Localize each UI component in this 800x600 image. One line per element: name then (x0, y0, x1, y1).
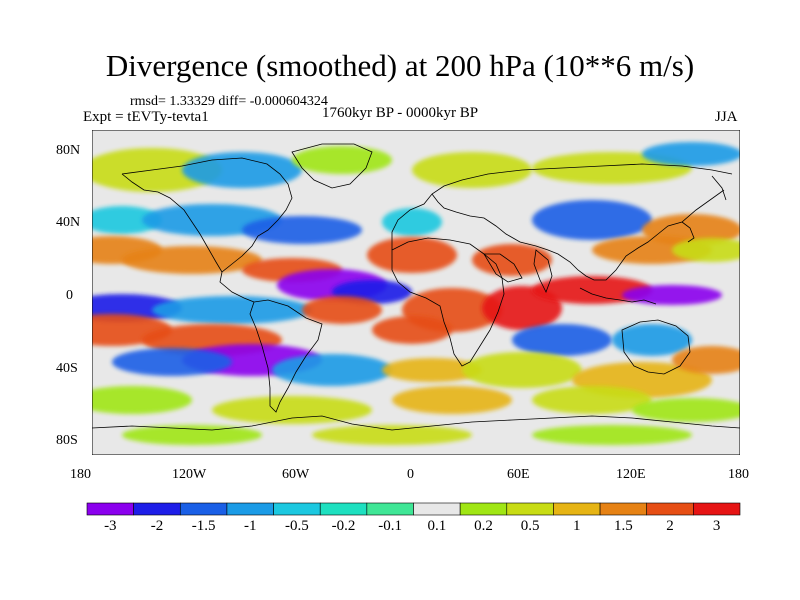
colorbar-label: 0.5 (520, 518, 540, 534)
field-patch (462, 352, 582, 388)
field-patch (212, 396, 372, 424)
plot-title: Divergence (smoothed) at 200 hPa (10**6 … (105, 48, 695, 83)
colorbar-swatch (226, 502, 274, 516)
colorbar-swatch (86, 502, 134, 516)
field-patch (382, 208, 442, 236)
season-label: JJA (715, 109, 738, 125)
field-patch (272, 354, 392, 386)
colorbar-label: -0.5 (285, 518, 309, 534)
colorbar-label: 0.2 (474, 518, 493, 534)
colorbar-label: -2 (150, 518, 164, 534)
field-patch (532, 425, 692, 445)
field-patch (532, 200, 652, 240)
x-tick-60e: 60E (507, 467, 530, 482)
colorbar-swatch (319, 502, 368, 516)
colorbar-swatch (693, 502, 741, 516)
x-tick-180e: 180 (728, 467, 749, 482)
colorbar-swatch (506, 502, 554, 516)
stats-line: rmsd= 1.33329 diff= -0.000604324 (130, 94, 328, 109)
field-patch (382, 358, 482, 382)
field-patch (612, 324, 692, 356)
y-tick-40s: 40S (56, 361, 78, 376)
field-patch (472, 244, 552, 276)
field-patch (367, 237, 457, 273)
field-patch (672, 238, 740, 262)
field-patch (302, 296, 382, 324)
colorbar-swatch (133, 502, 181, 516)
colorbar-swatch (366, 502, 414, 516)
x-tick-60w: 60W (282, 467, 310, 482)
period-label: 1760kyr BP - 0000kyr BP (322, 105, 479, 121)
y-tick-80s: 80S (56, 433, 78, 448)
field-patch (312, 425, 472, 445)
field-patch (412, 152, 532, 188)
colorbar-label: -0.2 (331, 518, 356, 534)
field-patch (372, 316, 452, 344)
colorbar-label: 2 (666, 518, 674, 534)
colorbar-label: 0.1 (427, 518, 447, 534)
coastlines (92, 143, 740, 431)
field-patch (532, 386, 652, 414)
colorbar-label: 3 (712, 518, 721, 534)
field-patch (182, 152, 302, 188)
y-tick-40n: 40N (56, 215, 81, 230)
y-tick-80n: 80N (56, 143, 81, 158)
colorbar-label: -3 (104, 518, 117, 534)
colorbar-label: -0.1 (378, 518, 403, 534)
field-patch (292, 146, 392, 174)
field-patch (392, 386, 512, 414)
field-patch (152, 296, 312, 324)
divergence-field (92, 142, 740, 445)
x-tick-0: 0 (407, 467, 414, 482)
x-tick-180w: 180 (70, 467, 91, 482)
field-patch (532, 276, 652, 304)
experiment-label: Expt = tEVTy-tevta1 (83, 109, 209, 125)
x-tick-120w: 120W (172, 467, 207, 482)
field-patch (642, 142, 740, 166)
colorbar-swatch (599, 502, 648, 516)
colorbar-swatch (179, 502, 228, 516)
colorbar-swatch (646, 502, 694, 516)
field-patch (92, 206, 162, 234)
colorbar-swatch (413, 502, 461, 516)
colorbar-swatch (459, 502, 508, 516)
colorbar-label: 1.5 (614, 518, 633, 534)
field-patch (512, 324, 612, 356)
field-patch (242, 216, 362, 244)
colorbar-swatch (553, 502, 601, 516)
y-tick-0: 0 (66, 288, 73, 303)
field-patch (122, 425, 262, 445)
field-patch (632, 398, 740, 422)
field-patch (92, 148, 222, 192)
field-patch (622, 285, 722, 305)
colorbar-label: -1 (244, 518, 257, 534)
field-patch (92, 386, 192, 414)
field-patch (112, 348, 232, 376)
colorbar-label: 1 (573, 518, 581, 534)
colorbar-label: -1.5 (191, 518, 216, 534)
field-patch (122, 246, 262, 274)
x-tick-120e: 120E (616, 467, 646, 482)
divergence-map (92, 130, 740, 455)
colorbar-swatch (273, 502, 321, 516)
